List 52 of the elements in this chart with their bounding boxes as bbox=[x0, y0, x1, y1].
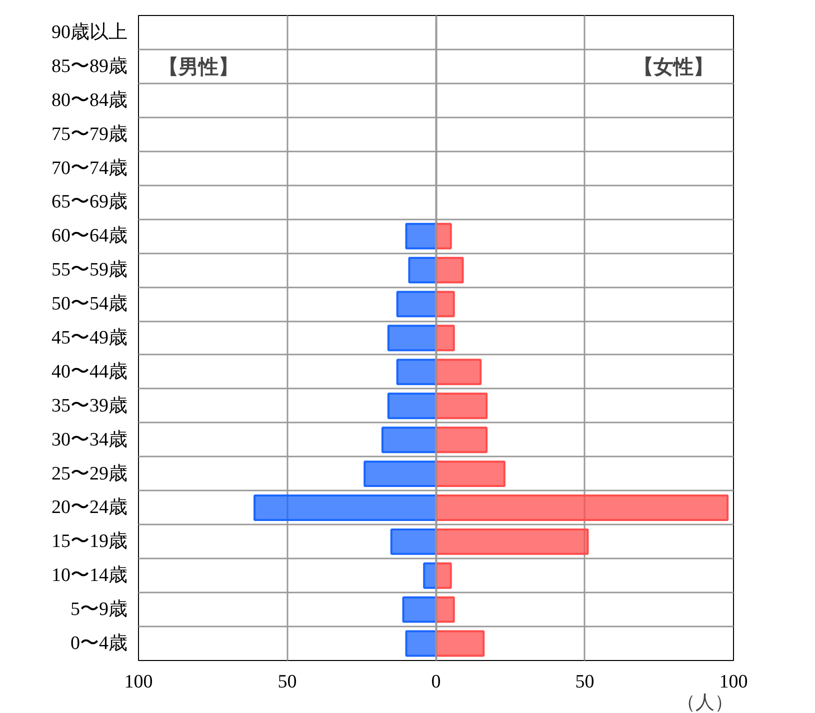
y-tick-label: 15〜19歳 bbox=[52, 531, 128, 552]
y-tick-label: 20〜24歳 bbox=[52, 497, 128, 518]
bar bbox=[396, 290, 437, 318]
y-tick-label: 55〜59歳 bbox=[52, 260, 128, 281]
y-tick-label: 85〜89歳 bbox=[52, 56, 128, 77]
x-axis-title: （人） bbox=[676, 692, 734, 713]
bar bbox=[254, 494, 437, 521]
bar bbox=[405, 630, 437, 657]
bar bbox=[402, 596, 437, 623]
y-tick-label: 0〜4歳 bbox=[70, 633, 128, 654]
x-tick-label: 50 bbox=[575, 672, 594, 692]
bar bbox=[435, 222, 452, 250]
bar bbox=[396, 358, 437, 386]
y-tick-label: 10〜14歳 bbox=[52, 565, 128, 586]
y-tick-label: 35〜39歳 bbox=[52, 395, 128, 416]
bar bbox=[435, 426, 488, 454]
x-tick-label: 0 bbox=[431, 672, 441, 692]
bar bbox=[435, 324, 455, 352]
bar bbox=[408, 256, 437, 284]
y-tick-label: 40〜44歳 bbox=[52, 361, 128, 382]
y-tick-label: 45〜49歳 bbox=[52, 328, 128, 348]
y-tick-label: 65〜69歳 bbox=[52, 192, 128, 213]
bar bbox=[390, 528, 437, 555]
y-tick-label: 25〜29歳 bbox=[52, 463, 128, 484]
y-tick-label: 90歳以上 bbox=[52, 22, 128, 43]
bar bbox=[435, 494, 729, 521]
bar bbox=[435, 528, 589, 555]
x-tick-label: 50 bbox=[278, 672, 297, 692]
bar bbox=[435, 256, 464, 284]
bar bbox=[387, 324, 437, 352]
y-tick-label: 50〜54歳 bbox=[52, 294, 128, 315]
y-tick-label: 70〜74歳 bbox=[52, 158, 128, 179]
x-tick-label: 100 bbox=[719, 672, 748, 692]
y-tick-label: 30〜34歳 bbox=[52, 429, 128, 450]
y-tick-label: 5〜9歳 bbox=[70, 599, 128, 620]
y-tick-label: 75〜79歳 bbox=[52, 124, 128, 145]
bar bbox=[435, 460, 506, 488]
bar bbox=[435, 290, 455, 318]
bar bbox=[435, 392, 488, 420]
bar bbox=[435, 630, 485, 657]
bar bbox=[435, 358, 482, 386]
bar bbox=[435, 562, 452, 589]
y-tick-label: 60〜64歳 bbox=[52, 226, 128, 247]
annotation: 【男性】 bbox=[158, 54, 238, 78]
annotation: 【女性】 bbox=[634, 54, 714, 78]
y-tick-label: 80〜84歳 bbox=[52, 90, 128, 111]
bar bbox=[364, 460, 437, 488]
bar bbox=[387, 392, 437, 420]
bar bbox=[405, 222, 437, 250]
bar bbox=[435, 596, 455, 623]
x-tick-label: 100 bbox=[124, 672, 153, 692]
bar bbox=[381, 426, 437, 454]
